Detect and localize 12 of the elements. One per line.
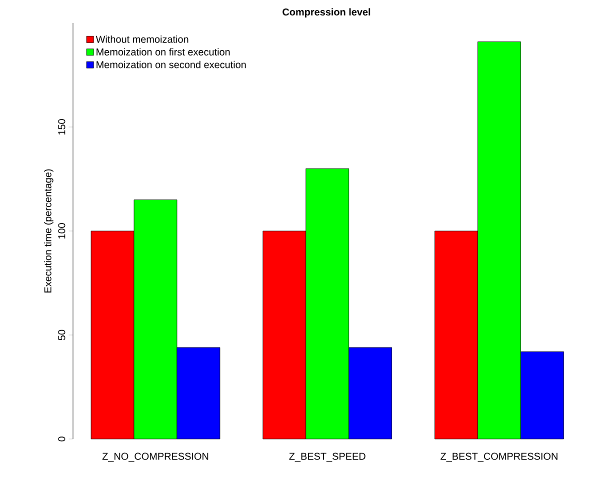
y-axis-title: Execution time (percentage) bbox=[44, 169, 54, 292]
y-tick-label: 100 bbox=[58, 223, 66, 239]
x-tick-label: Z_BEST_SPEED bbox=[289, 452, 366, 462]
y-tick-label: 0 bbox=[58, 436, 66, 442]
x-tick-label: Z_BEST_COMPRESSION bbox=[440, 452, 558, 462]
x-tick-label: Z_NO_COMPRESSION bbox=[102, 452, 208, 462]
y-tick-label: 50 bbox=[58, 330, 66, 340]
legend-label: Memoization on second execution bbox=[96, 60, 246, 68]
chart-title: Compression level bbox=[282, 8, 370, 18]
legend-label: Without memoization bbox=[96, 36, 188, 43]
y-tick-label: 150 bbox=[58, 119, 66, 135]
legend-label: Memoization on first execution bbox=[96, 48, 230, 56]
